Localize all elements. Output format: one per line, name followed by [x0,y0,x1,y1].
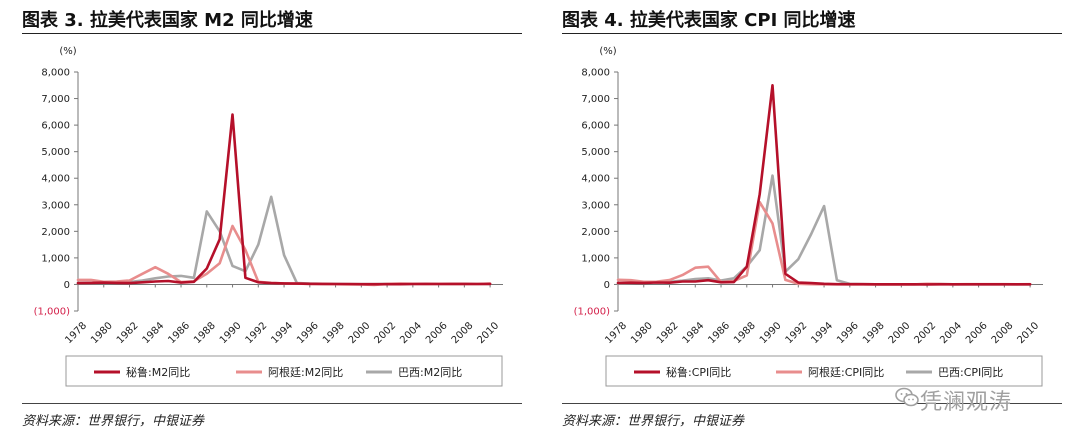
x-tick-label: 2002 [372,320,398,346]
y-axis-label: (%) [59,46,76,57]
x-tick-label: 2002 [912,320,938,346]
y-tick-label: 6,000 [581,121,610,132]
y-tick-label: (1,000) [34,307,71,318]
legend-label: 阿根廷:CPI同比 [808,365,884,379]
x-tick-label: 1996 [295,320,321,346]
y-tick-label: 1,000 [41,253,70,264]
chart-cpi: (%) 8,000 7,000 6,000 5,000 4,000 3,000 2,000 1,… [574,46,1043,387]
y-tick-label: 8,000 [581,68,610,79]
x-tick-label: 2010 [475,320,501,346]
y-tick-label: 3,000 [41,200,70,211]
x-tick-label: 1984 [141,320,167,346]
y-axis-label: (%) [599,46,616,57]
chart-panel-m2: 图表 3. 拉美代表国家 M2 同比增速 (%) 8,000 7,000 6,000 5… [22,10,522,429]
series-line [616,174,1032,286]
x-tick-label: 1982 [115,320,141,346]
x-tick-label: 1978 [603,320,629,346]
x-tick-label: 1980 [89,320,115,346]
x-tick-label: 2000 [887,320,913,346]
y-tick-label: 0 [604,280,610,291]
x-tick-label: 1998 [321,320,347,346]
source-note: 资料来源：世界银行，中银证券 [562,414,745,429]
chart-m2: (%) 8,000 7,000 6,000 5,000 4,000 3,000 2,000 1,… [34,46,503,387]
y-tick-label: 4,000 [581,174,610,185]
series-line [616,200,1032,286]
x-tick-label: 2008 [990,320,1016,346]
x-tick-label: 2006 [424,320,450,346]
source-note: 资料来源：世界银行，中银证券 [22,414,205,429]
x-tick-label: 2008 [450,320,476,346]
legend-label: 巴西:M2同比 [398,366,462,379]
x-tick-label: 1996 [835,320,861,346]
x-tick-label: 1988 [192,320,218,346]
legend-label: 阿根廷:M2同比 [268,365,343,379]
y-tick-label: 2,000 [581,227,610,238]
x-tick-label: 1986 [706,320,732,346]
title-divider [562,33,1062,34]
watermark: 凭澜观涛 [920,390,1013,415]
x-tick-label: 1978 [63,320,89,346]
x-tick-label: 1984 [681,320,707,346]
y-tick-label: 5,000 [41,147,70,158]
y-tick-label: (1,000) [574,307,611,318]
x-tick-label: 2010 [1015,320,1041,346]
y-tick-label: 7,000 [41,94,70,105]
x-tick-label: 1994 [269,320,295,346]
legend-label: 秘鲁:CPI同比 [666,365,731,379]
legend-box [605,355,1043,387]
y-tick-label: 6,000 [41,121,70,132]
y-tick-label: 5,000 [581,147,610,158]
y-tick-label: 8,000 [41,68,70,79]
x-tick-label: 1998 [861,320,887,346]
x-tick-label: 2004 [938,320,964,346]
series-line [76,195,492,286]
x-tick-label: 1980 [629,320,655,346]
x-tick-label: 1990 [758,320,784,346]
legend-label: 巴西:CPI同比 [938,366,1003,379]
source-divider [562,403,1062,404]
x-tick-label: 1992 [244,320,270,346]
source-divider [22,403,522,404]
title-divider [22,33,522,34]
chart-panel-cpi: 图表 4. 拉美代表国家 CPI 同比增速 (%) 8,000 7,000 6,000… [540,0,1080,443]
legend-label: 秘鲁:M2同比 [126,365,190,379]
x-tick-label: 1986 [166,320,192,346]
y-tick-label: 3,000 [581,200,610,211]
chart-title: 图表 4. 拉美代表国家 CPI 同比增速 [562,10,856,31]
x-tick-label: 2006 [964,320,990,346]
x-tick-label: 1994 [809,320,835,346]
x-tick-label: 2000 [347,320,373,346]
x-tick-label: 1992 [784,320,810,346]
y-tick-label: 0 [64,280,70,291]
y-tick-label: 4,000 [41,174,70,185]
x-tick-label: 1990 [218,320,244,346]
y-tick-label: 2,000 [41,227,70,238]
wechat-icon [895,387,919,407]
series-line [616,84,1032,286]
x-tick-label: 2004 [398,320,424,346]
y-tick-label: 1,000 [581,253,610,264]
x-tick-label: 1982 [655,320,681,346]
series-line [76,113,492,286]
chart-title: 图表 3. 拉美代表国家 M2 同比增速 [22,10,313,31]
x-tick-label: 1988 [732,320,758,346]
y-tick-label: 7,000 [581,94,610,105]
legend-box [65,355,503,387]
